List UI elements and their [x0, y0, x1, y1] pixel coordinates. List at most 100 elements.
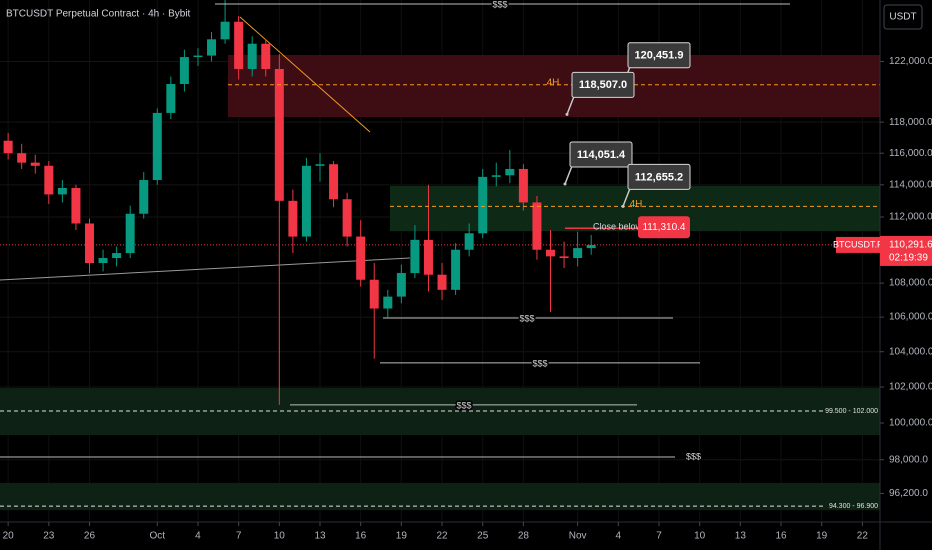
- candle-body: [207, 39, 217, 56]
- candle-body: [505, 168, 515, 176]
- candle-body: [112, 253, 122, 259]
- trend-line: [239, 16, 371, 133]
- candle-body: [301, 165, 311, 237]
- candle-body: [329, 164, 339, 200]
- x-tick-label: 28: [518, 531, 530, 542]
- x-tick-label: 7: [656, 531, 662, 542]
- x-tick-label: 22: [857, 531, 869, 542]
- callout-label: 120,451.9: [635, 50, 684, 62]
- callout-box: [627, 42, 691, 69]
- y-tick-label: 106,000.0: [889, 312, 932, 323]
- x-tick-label: 20: [3, 531, 15, 542]
- x-tick-label: 10: [694, 531, 706, 542]
- timeframe-label: 4H: [630, 199, 643, 210]
- trend-line: [0, 257, 411, 281]
- x-tick-label: Oct: [150, 531, 166, 542]
- liquidity-label: $$$: [686, 451, 701, 461]
- candle-body: [437, 274, 447, 290]
- candle-body: [274, 68, 284, 201]
- zone-label: 99.500 - 102.000: [825, 408, 878, 415]
- chart-title: BTCUSDT Perpetual Contract · 4h · Bybit: [6, 9, 191, 20]
- zone: [0, 388, 880, 436]
- x-tick-label: 23: [43, 531, 55, 542]
- x-tick-label: 19: [396, 531, 408, 542]
- candle-body: [30, 162, 40, 166]
- candle-body: [179, 57, 189, 85]
- callout-pointer: [566, 96, 575, 115]
- callout-anchor: [565, 112, 569, 116]
- callout-anchor: [621, 204, 625, 208]
- front-layer: $$$ $$$ $$$ $$$ $$$ 99.500 - 102.000 94.300 - …: [0, 0, 880, 510]
- candle-body: [573, 248, 583, 259]
- last-price-label: 110,291.6: [889, 240, 932, 251]
- y-tick-label: 102,000.0: [889, 382, 932, 393]
- countdown-label: 02:19:39: [889, 253, 928, 264]
- zone-label: 94.300 - 96.900: [829, 503, 878, 510]
- y-tick-label: 104,000.0: [889, 346, 932, 357]
- close-below-label: 111,310.4: [642, 222, 685, 233]
- x-tick-label: Nov: [569, 531, 587, 542]
- callout-pointer: [622, 188, 631, 207]
- candle-body: [464, 233, 474, 250]
- x-tick-label: 13: [735, 531, 747, 542]
- candle-body: [152, 112, 162, 181]
- zone: [390, 185, 880, 232]
- currency-box[interactable]: [883, 4, 923, 30]
- candle-body: [315, 164, 325, 166]
- candle-body: [518, 168, 528, 203]
- candle-body: [166, 84, 176, 113]
- candle-body: [139, 180, 149, 214]
- candle-body: [410, 239, 420, 274]
- zone: [228, 54, 880, 118]
- callout-box: [627, 163, 691, 190]
- candle-body: [491, 175, 501, 177]
- y-tick-label: 114,000.0: [889, 179, 932, 190]
- callout-pointer: [564, 165, 573, 185]
- zone: [0, 482, 880, 511]
- y-tick-label: 118,000.0: [889, 117, 932, 128]
- x-tick-label: 4: [616, 531, 622, 542]
- callout-label: 112,655.2: [635, 171, 683, 183]
- liquidity-label: $$$: [519, 313, 534, 323]
- candle-body: [532, 202, 542, 250]
- x-tick-label: 4: [195, 531, 201, 542]
- y-tick-label: 108,000.0: [889, 278, 932, 289]
- y-tick-label: 122,000.0: [889, 56, 932, 67]
- currency: USDT: [889, 12, 916, 23]
- callout-label: 118,507.0: [579, 79, 627, 91]
- y-tick-label: 96,200.0: [889, 488, 928, 499]
- candle-body: [193, 55, 203, 58]
- candle-body: [396, 273, 406, 297]
- liquidity-label: $$$: [532, 358, 547, 368]
- y-tick-label: 98,000.0: [889, 454, 928, 465]
- x-tick-label: 16: [775, 531, 787, 542]
- candle-body: [423, 239, 433, 275]
- candle-body: [478, 176, 488, 234]
- x-tick-label: 19: [816, 531, 828, 542]
- callout-box: [571, 71, 635, 98]
- x-tick-label: 7: [236, 531, 242, 542]
- candle-body: [586, 244, 596, 249]
- close-below-box: [638, 216, 690, 239]
- candle-body: [356, 236, 366, 280]
- x-tick-label: 16: [355, 531, 367, 542]
- candle-body: [44, 165, 54, 195]
- x-tick-label: 25: [477, 531, 489, 542]
- x-tick-label: 13: [314, 531, 326, 542]
- symbol-box: [836, 236, 880, 253]
- candle-body: [125, 213, 135, 254]
- y-tick-label: 116,000.0: [889, 148, 932, 159]
- x-tick-label: 10: [274, 531, 286, 542]
- candle-body: [17, 153, 27, 163]
- candles: [3, 0, 596, 405]
- candle-body: [559, 256, 569, 259]
- callout-label: 114,051.4: [577, 149, 626, 161]
- callout-anchor: [563, 182, 567, 186]
- candle-body: [247, 43, 257, 69]
- candle-body: [546, 249, 556, 257]
- candle-body: [57, 188, 67, 195]
- callout-box: [569, 141, 633, 168]
- timeframe-label: 4H: [547, 77, 560, 88]
